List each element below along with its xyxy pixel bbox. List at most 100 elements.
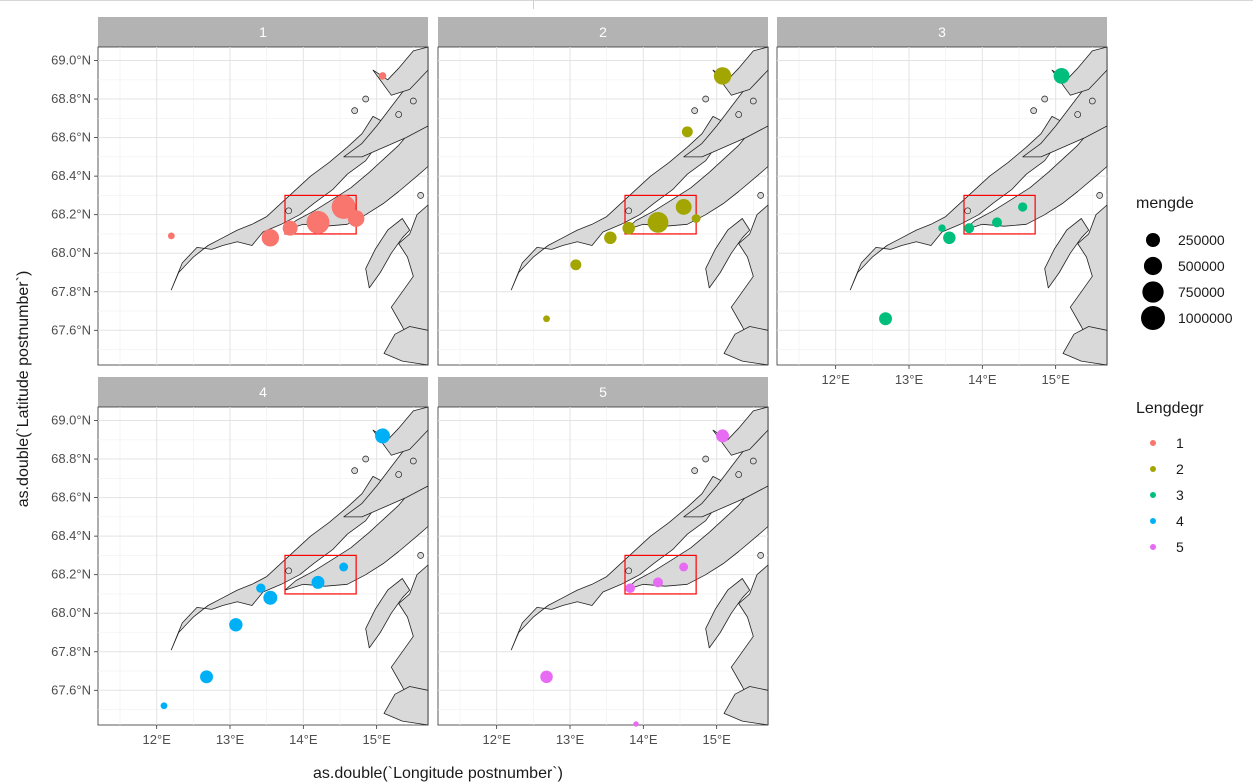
data-point [1018, 202, 1028, 212]
island-shape [417, 552, 425, 559]
data-point [282, 220, 298, 236]
legend-size-label: 1000000 [1178, 310, 1233, 326]
data-point [331, 194, 356, 219]
data-point [256, 583, 266, 593]
data-point [543, 315, 550, 323]
data-point [647, 212, 669, 233]
land-polygon [723, 326, 769, 366]
data-point [229, 618, 243, 632]
island-shape [1030, 107, 1038, 114]
legend-color-key [1150, 492, 1156, 498]
y-tick-label: 68.2°N [51, 567, 91, 582]
facet-strip-label: 2 [599, 24, 607, 40]
y-tick-label: 68.4°N [51, 528, 91, 543]
data-points [160, 428, 391, 710]
data-point [622, 221, 635, 235]
data-points [540, 429, 730, 727]
island-shape [395, 111, 403, 118]
y-tick-label: 68.0°N [51, 245, 91, 260]
island-shape [749, 457, 757, 465]
island-shape [757, 552, 765, 559]
data-point [160, 702, 168, 710]
coastline-map [510, 46, 769, 366]
facet-strip-5 [438, 377, 768, 407]
island-shape [964, 207, 972, 215]
data-points [167, 72, 387, 247]
legend-size-key [1141, 306, 1165, 330]
facet-panel-1: 1 67.6°N 67.8°N 68.0°N 68.2°N 68.4°N 68.6°N 68.… [51, 17, 429, 366]
data-points [879, 67, 1070, 326]
x-tick-label: 15°E [702, 732, 731, 747]
legend-color-title: Lengdegr [1136, 400, 1204, 417]
data-point [306, 210, 330, 234]
y-tick-label: 69.0°N [51, 412, 91, 427]
coastline-map [170, 46, 429, 366]
island-shape [1041, 95, 1049, 103]
land-polygon [365, 218, 411, 289]
data-point [1053, 67, 1070, 84]
legend-color-key [1150, 518, 1156, 524]
island-shape [351, 467, 359, 474]
data-point [604, 231, 617, 245]
legend-color-key [1150, 466, 1156, 472]
highlight-box [963, 194, 1036, 235]
y-tick-label: 68.8°N [51, 91, 91, 106]
island-shape [1096, 192, 1104, 199]
x-tick-label: 13°E [556, 732, 585, 747]
data-point [679, 562, 689, 572]
data-point [713, 67, 732, 85]
data-point [675, 199, 692, 215]
facet-strip-3 [777, 17, 1107, 47]
legend-color-key [1150, 544, 1156, 550]
legend-color-key [1150, 440, 1156, 446]
island-shape [691, 467, 699, 474]
highlight-box [624, 554, 697, 595]
legend-size-label: 250000 [1178, 232, 1225, 248]
data-point [943, 231, 956, 245]
data-point [938, 224, 946, 232]
highlight-box [284, 554, 357, 595]
y-tick-label: 67.8°N [51, 644, 91, 659]
island-shape [351, 107, 359, 114]
island-shape [1088, 97, 1096, 105]
island-shape [691, 107, 699, 114]
facet-strip-label: 3 [938, 24, 946, 40]
island-shape [285, 567, 293, 575]
data-point [311, 575, 325, 589]
window-pane-splitter [533, 0, 534, 9]
facet-panel-4: 4 67.6°N 67.8°N 68.0°N 68.2°N 68.4°N 68.6°N 68.… [51, 377, 429, 747]
data-point [375, 428, 391, 444]
land-polygon [723, 686, 769, 726]
land-polygon [1044, 218, 1090, 289]
x-tick-label: 15°E [362, 732, 391, 747]
y-tick-label: 68.4°N [51, 168, 91, 183]
legends: mengde 250000 500000 750000 1000000 Lengdegr 1… [1136, 195, 1233, 555]
coastline-map [849, 46, 1108, 366]
y-axis-title: as.double(`Latitude postnumber`) [15, 271, 32, 508]
data-point [570, 259, 582, 271]
x-tick-label: 12°E [142, 732, 171, 747]
data-point [261, 229, 280, 247]
facet-strip-label: 1 [259, 24, 267, 40]
x-tick-label: 14°E [289, 732, 318, 747]
y-tick-label: 68.6°N [51, 490, 91, 505]
data-point [992, 217, 1002, 228]
window-top-border [0, 0, 1253, 1]
data-point [347, 210, 365, 227]
island-shape [757, 192, 765, 199]
facet-strip-label: 4 [259, 384, 267, 400]
y-tick-label: 67.8°N [51, 284, 91, 299]
land-polygon [705, 218, 751, 289]
land-polygon [383, 686, 429, 726]
land-polygon [1062, 326, 1108, 366]
y-tick-label: 68.0°N [51, 605, 91, 620]
legend-size-key [1143, 256, 1163, 276]
data-point [964, 223, 975, 234]
data-point [540, 670, 553, 684]
island-shape [735, 471, 743, 478]
island-shape [285, 207, 293, 215]
island-shape [395, 471, 403, 478]
data-point [200, 670, 214, 684]
legend-color-label: 3 [1176, 487, 1184, 503]
